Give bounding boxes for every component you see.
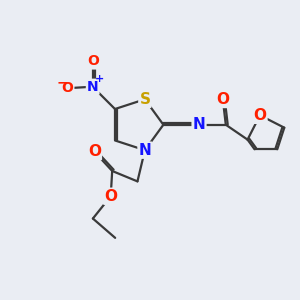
Text: +: + [94, 74, 104, 84]
Text: O: O [254, 108, 266, 123]
Text: N: N [139, 143, 151, 158]
Text: O: O [87, 55, 99, 68]
Text: N: N [87, 80, 98, 94]
Text: O: O [216, 92, 229, 107]
Text: −: − [56, 76, 68, 90]
Text: N: N [193, 117, 206, 132]
Text: O: O [61, 81, 74, 95]
Text: S: S [140, 92, 150, 107]
Text: O: O [88, 144, 101, 159]
Text: O: O [104, 189, 117, 204]
